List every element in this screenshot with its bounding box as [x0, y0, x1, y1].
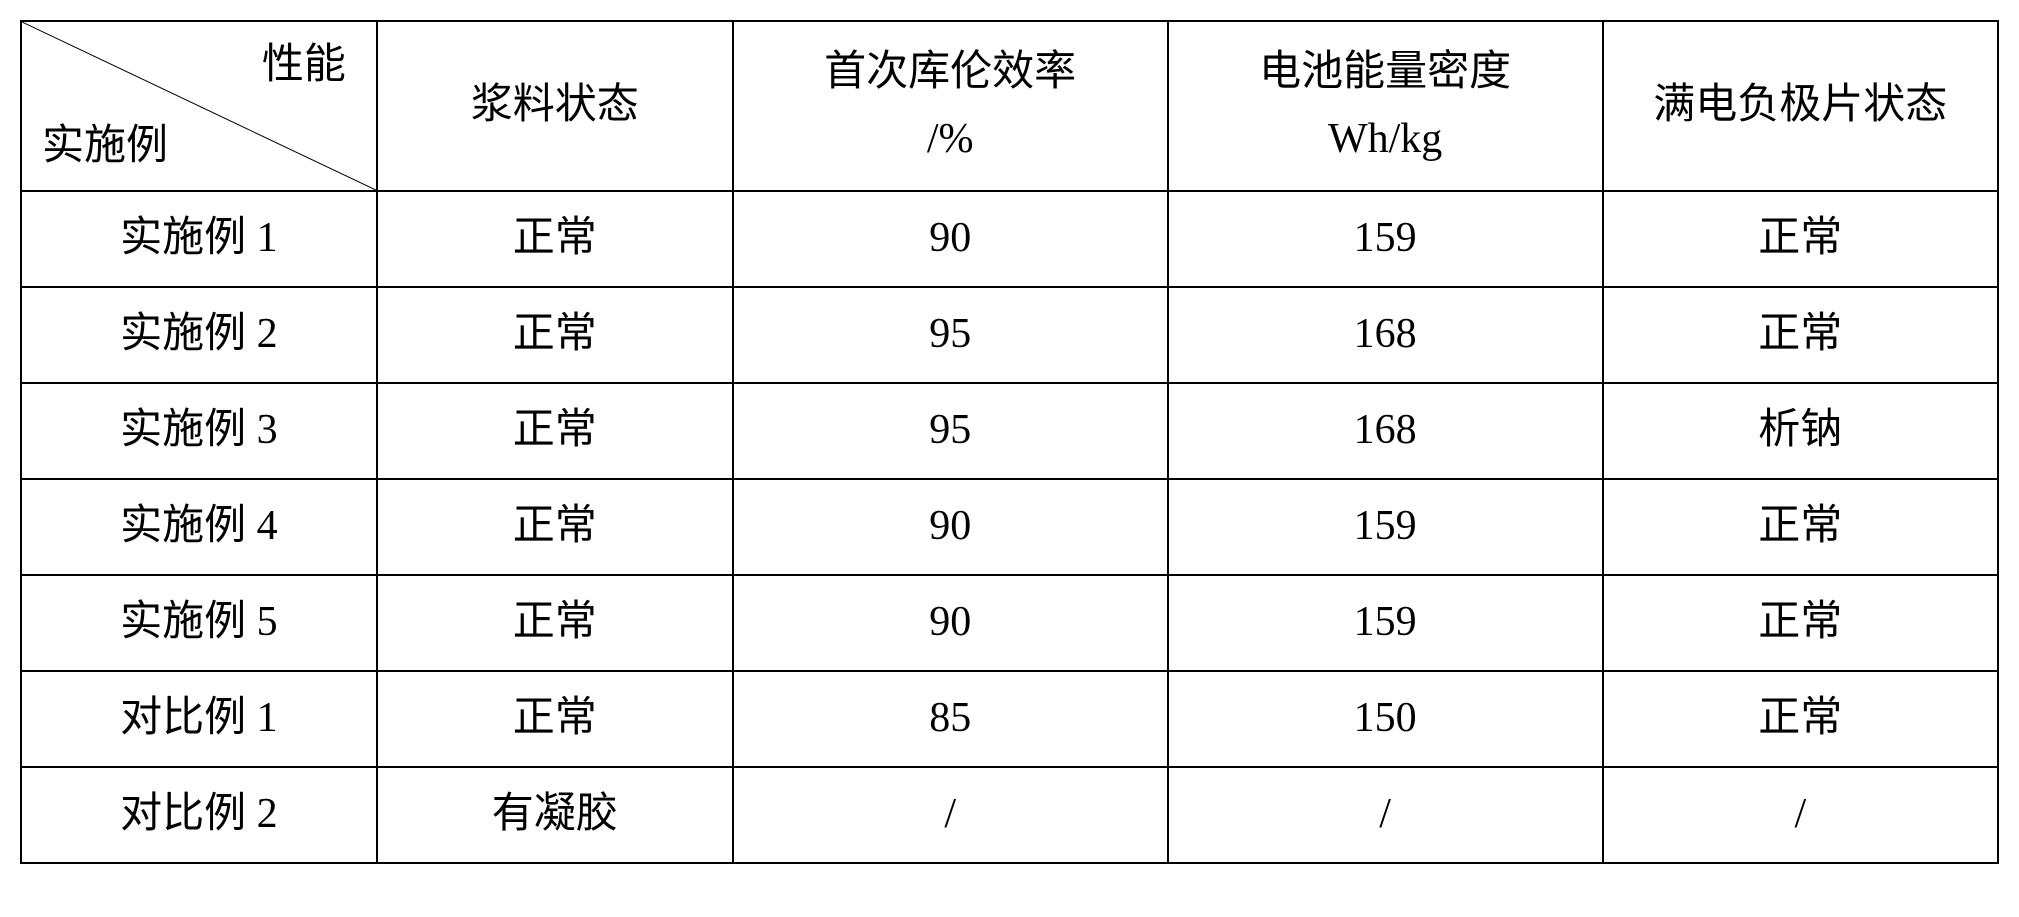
row-label: 实施例 1 — [21, 191, 377, 287]
row-state: 正常 — [377, 575, 733, 671]
header-col-3-line1: 首次库伦效率 — [742, 39, 1159, 106]
row-efficiency: 90 — [733, 575, 1168, 671]
row-state: 正常 — [377, 383, 733, 479]
row-efficiency: 90 — [733, 479, 1168, 575]
row-density: 168 — [1168, 383, 1603, 479]
row-state: 正常 — [377, 191, 733, 287]
row-label: 对比例 2 — [21, 767, 377, 863]
row-state: 有凝胶 — [377, 767, 733, 863]
row-efficiency: 85 — [733, 671, 1168, 767]
row-label: 实施例 3 — [21, 383, 377, 479]
row-label: 实施例 5 — [21, 575, 377, 671]
row-efficiency: / — [733, 767, 1168, 863]
row-electrode: 正常 — [1603, 575, 1998, 671]
diagonal-header-cell: 性能 实施例 — [21, 21, 377, 191]
header-col-3: 首次库伦效率 /% — [733, 21, 1168, 191]
row-density: / — [1168, 767, 1603, 863]
header-col-2: 浆料状态 — [377, 21, 733, 191]
table-row: 实施例 5正常90159正常 — [21, 575, 1998, 671]
table-row: 对比例 2有凝胶/// — [21, 767, 1998, 863]
row-label: 实施例 2 — [21, 287, 377, 383]
row-electrode: / — [1603, 767, 1998, 863]
table-row: 实施例 3正常95168析钠 — [21, 383, 1998, 479]
row-label: 实施例 4 — [21, 479, 377, 575]
header-col-4-line2: Wh/kg — [1177, 106, 1594, 173]
header-col-4: 电池能量密度 Wh/kg — [1168, 21, 1603, 191]
row-state: 正常 — [377, 479, 733, 575]
header-col-4-line1: 电池能量密度 — [1177, 39, 1594, 106]
row-density: 159 — [1168, 191, 1603, 287]
row-electrode: 正常 — [1603, 191, 1998, 287]
row-density: 150 — [1168, 671, 1603, 767]
table-header-row: 性能 实施例 浆料状态 首次库伦效率 /% 电池能量密度 Wh/kg 满电负极片… — [21, 21, 1998, 191]
table-row: 对比例 1正常85150正常 — [21, 671, 1998, 767]
table-container: 性能 实施例 浆料状态 首次库伦效率 /% 电池能量密度 Wh/kg 满电负极片… — [20, 20, 1999, 864]
row-electrode: 析钠 — [1603, 383, 1998, 479]
table-body: 实施例 1正常90159正常实施例 2正常95168正常实施例 3正常95168… — [21, 191, 1998, 863]
header-col-3-line2: /% — [742, 106, 1159, 173]
table-row: 实施例 4正常90159正常 — [21, 479, 1998, 575]
table-row: 实施例 2正常95168正常 — [21, 287, 1998, 383]
row-electrode: 正常 — [1603, 287, 1998, 383]
data-table: 性能 实施例 浆料状态 首次库伦效率 /% 电池能量密度 Wh/kg 满电负极片… — [20, 20, 1999, 864]
row-label: 对比例 1 — [21, 671, 377, 767]
diagonal-bottom-label: 实施例 — [42, 113, 168, 180]
row-density: 159 — [1168, 575, 1603, 671]
header-col-5: 满电负极片状态 — [1603, 21, 1998, 191]
row-density: 159 — [1168, 479, 1603, 575]
row-electrode: 正常 — [1603, 479, 1998, 575]
diagonal-top-label: 性能 — [262, 32, 346, 99]
table-row: 实施例 1正常90159正常 — [21, 191, 1998, 287]
row-state: 正常 — [377, 287, 733, 383]
row-electrode: 正常 — [1603, 671, 1998, 767]
row-state: 正常 — [377, 671, 733, 767]
row-density: 168 — [1168, 287, 1603, 383]
row-efficiency: 95 — [733, 383, 1168, 479]
row-efficiency: 90 — [733, 191, 1168, 287]
row-efficiency: 95 — [733, 287, 1168, 383]
